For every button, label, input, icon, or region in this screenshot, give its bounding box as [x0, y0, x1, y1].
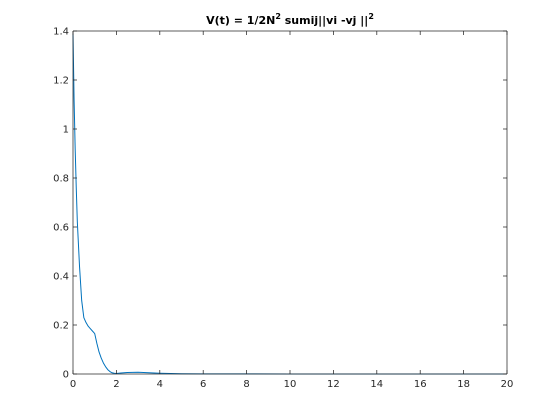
x-tick-label: 20 — [501, 379, 514, 390]
x-tick-label: 2 — [113, 379, 119, 390]
x-tick-label: 10 — [284, 379, 297, 390]
x-tick-label: 18 — [457, 379, 470, 390]
y-tick-label: 0 — [63, 370, 69, 381]
y-tick-label: 1 — [63, 125, 69, 136]
y-tick-label: 0.2 — [53, 321, 69, 332]
y-tick-label: 1.2 — [53, 76, 69, 87]
y-tick-label: 1.4 — [53, 27, 69, 38]
chart-title: V(t) = 1/2N2 sumij||vi -vj ||2 — [206, 12, 374, 27]
x-tick-label: 12 — [327, 379, 340, 390]
x-tick-label: 8 — [243, 379, 249, 390]
y-tick-label: 0.4 — [53, 272, 69, 283]
y-tick-label: 0.6 — [53, 223, 69, 234]
x-tick-label: 6 — [200, 379, 206, 390]
x-tick-label: 4 — [157, 379, 163, 390]
plot-area — [73, 31, 507, 374]
x-tick-label: 16 — [414, 379, 427, 390]
x-tick-label: 14 — [370, 379, 383, 390]
x-tick-label: 0 — [70, 379, 76, 390]
y-tick-label: 0.8 — [53, 174, 69, 185]
